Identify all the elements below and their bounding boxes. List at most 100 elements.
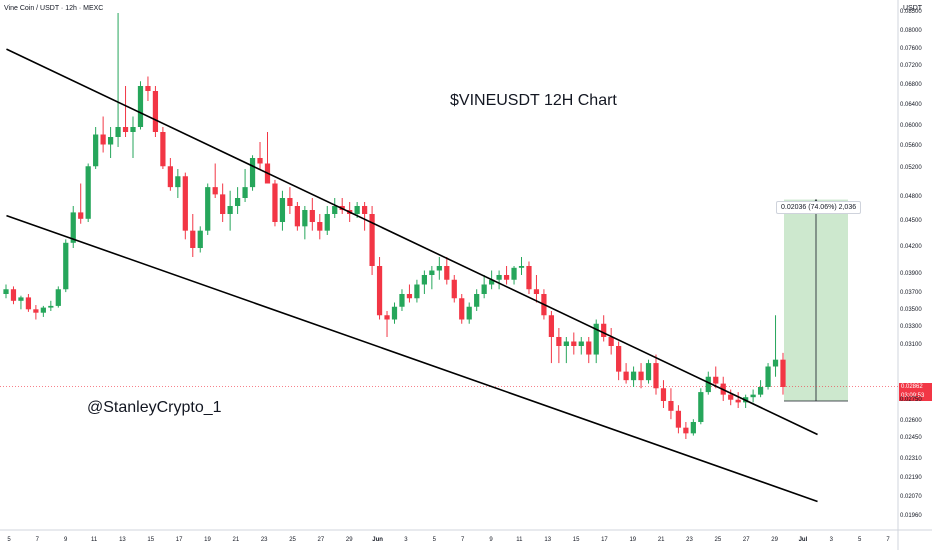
candle-body: [160, 132, 166, 167]
candle-body: [683, 427, 689, 434]
candle-body: [33, 309, 39, 313]
candle-body: [645, 363, 652, 381]
candle-body: [518, 266, 525, 268]
candle-body: [503, 275, 510, 280]
candle-body: [287, 198, 293, 206]
candle-body: [496, 275, 502, 280]
candle-body: [429, 270, 435, 275]
chart-title: $VINEUSDT 12H Chart: [450, 92, 617, 109]
candle-body: [100, 134, 106, 145]
price-tick-label: 0.05600: [900, 143, 922, 149]
price-tick-label: 0.04500: [900, 218, 922, 224]
candle-body: [406, 294, 413, 299]
candle-body: [391, 306, 398, 320]
candle-body: [630, 371, 637, 381]
candle-body: [601, 323, 607, 337]
candle-body: [660, 388, 667, 401]
author-watermark: @StanleyCrypto_1: [87, 399, 222, 416]
candle-body: [653, 363, 659, 389]
price-tick-label: 0.08500: [900, 9, 922, 15]
candle-body: [586, 341, 592, 355]
candle-body: [623, 371, 629, 381]
date-tick-label: 23: [260, 537, 268, 543]
candle-body: [48, 305, 54, 308]
date-tick-label: 19: [204, 537, 211, 543]
candle-body: [175, 176, 181, 188]
candle-body: [750, 394, 756, 398]
date-tick-label: 5: [7, 537, 11, 543]
date-tick-label: 21: [657, 537, 665, 543]
price-tick-label: 0.05200: [900, 165, 922, 171]
candle-body: [765, 366, 771, 387]
price-tick-label: 0.04800: [900, 194, 922, 200]
candle-body: [728, 394, 734, 400]
candle-body: [167, 166, 173, 188]
date-tick-label: 17: [601, 537, 608, 543]
candle-body: [713, 376, 719, 384]
date-tick-label: 29: [771, 537, 778, 543]
price-tick-label: 0.06800: [900, 82, 922, 88]
candle-body: [511, 267, 517, 280]
date-tick-label: 7: [35, 537, 40, 543]
candle-body: [234, 198, 241, 206]
candle-body: [130, 127, 136, 132]
candle-body: [182, 176, 188, 231]
candle-body: [705, 376, 711, 393]
price-tick-label: 0.06400: [900, 102, 922, 108]
current-price-label: 0.02862: [899, 383, 932, 392]
countdown-label: 03:09:53: [899, 392, 932, 401]
candle-body: [63, 242, 69, 290]
candle-body: [145, 86, 151, 91]
candle-body: [115, 127, 121, 137]
date-tick-label: 29: [345, 537, 353, 543]
candle-body: [384, 315, 390, 320]
date-tick-label: 17: [175, 537, 183, 543]
candle-body: [18, 297, 24, 301]
date-tick-label: 3: [829, 537, 833, 543]
candle-body: [376, 266, 383, 316]
candle-body: [608, 337, 614, 346]
candle-body: [698, 392, 704, 422]
date-tick-label: 15: [147, 537, 155, 543]
candle-body: [197, 230, 203, 248]
candle-body: [137, 86, 144, 127]
candle-body: [362, 206, 368, 214]
price-tick-label: 0.04200: [900, 244, 922, 250]
date-tick-label: 25: [714, 537, 722, 543]
candle-body: [556, 337, 562, 346]
price-tick-label: 0.07200: [900, 63, 922, 69]
date-tick-label: 3: [404, 537, 408, 543]
price-tick-label: 0.03300: [900, 324, 922, 330]
candle-body: [466, 306, 472, 320]
date-tick-label: 7: [886, 537, 890, 543]
candle-body: [93, 134, 99, 167]
date-tick-label: 15: [572, 537, 580, 543]
candle-body: [421, 275, 427, 285]
candle-body: [85, 166, 91, 219]
channel-lower-line: [6, 214, 818, 503]
candle-body: [578, 341, 584, 346]
candle-body: [690, 422, 696, 434]
date-tick-label: Jul: [798, 537, 808, 543]
candle-body: [55, 289, 61, 306]
date-tick-label: 5: [857, 537, 862, 543]
candle-body: [309, 210, 315, 222]
candle-body: [227, 206, 233, 214]
price-tick-label: 0.02310: [900, 456, 922, 462]
candle-body: [780, 359, 786, 387]
candle-body: [489, 279, 495, 285]
price-tick-label: 0.02190: [900, 475, 922, 481]
candle-body: [205, 187, 211, 231]
candle-body: [616, 346, 622, 372]
candle-body: [107, 137, 114, 145]
date-tick-label: 13: [119, 537, 126, 543]
date-tick-label: 27: [317, 537, 325, 543]
candle-body: [70, 212, 76, 243]
date-tick-label: 7: [461, 537, 465, 543]
candle-body: [317, 222, 323, 231]
candle-body: [212, 187, 218, 195]
price-tick-label: 0.02750: [900, 397, 922, 403]
price-tick-label: 0.07600: [900, 46, 922, 52]
